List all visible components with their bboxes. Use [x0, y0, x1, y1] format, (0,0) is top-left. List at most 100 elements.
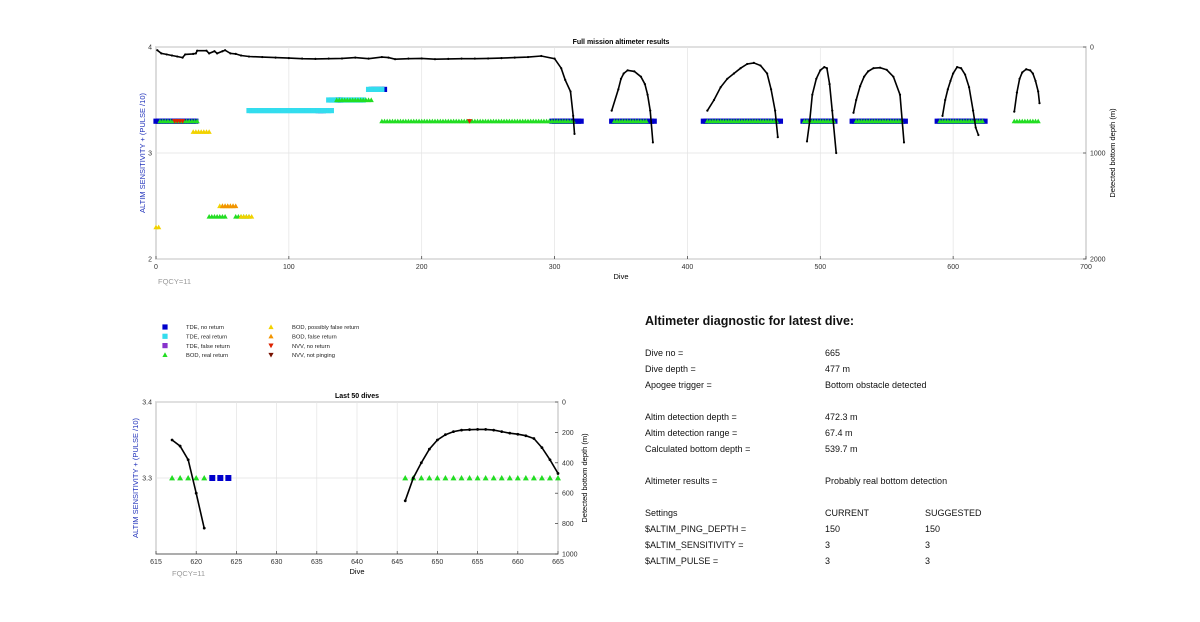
depth-point [867, 70, 870, 73]
data-marker [1035, 118, 1041, 124]
legend-label: BOD, real return [186, 353, 228, 359]
y2-tick-label: 0 [1090, 45, 1094, 52]
data-marker [272, 108, 279, 114]
depth-line [806, 66, 837, 154]
settings-header-row: Settings CURRENT SUGGESTED [645, 508, 1165, 524]
det-depth-value: 472.3 m [825, 412, 858, 422]
results-row: Altimeter results = Probably real bottom… [645, 476, 1165, 492]
sensitivity-row: $ALTIM_SENSITIVITY = 3 3 [645, 540, 1165, 556]
depth-point [855, 98, 858, 102]
pulse-suggested: 3 [925, 556, 931, 566]
data-marker [700, 118, 706, 124]
depth-line [404, 428, 559, 502]
data-marker [609, 118, 615, 124]
data-marker [259, 108, 265, 114]
x-tick-label: 100 [283, 264, 295, 271]
top-depth-lines [156, 49, 1041, 155]
depth-point [213, 50, 216, 53]
legend-label: BOD, false return [292, 335, 337, 341]
data-marker [979, 118, 985, 124]
data-marker [651, 118, 657, 124]
data-marker [296, 108, 303, 114]
depth-point [610, 109, 613, 112]
depth-point [941, 114, 944, 117]
dive-depth-row: Dive depth = 477 m [645, 364, 1165, 380]
top-fqcy-note: FQCY=11 [158, 277, 191, 286]
depth-point [878, 66, 882, 69]
depth-point [460, 428, 463, 432]
data-marker [575, 118, 582, 124]
y-tick-label: 3.4 [142, 400, 152, 407]
ping-depth-suggested: 150 [925, 524, 941, 534]
depth-point [194, 491, 198, 495]
legend-label: NVV, not pinging [292, 353, 335, 359]
depth-point [532, 437, 536, 440]
depth-point [367, 57, 370, 60]
top-y-label: ALTIM SENSITIVITY + (PULSE /10) [138, 93, 147, 213]
x-tick-label: 0 [154, 264, 158, 271]
depth-point [732, 72, 736, 75]
depth-point [548, 458, 552, 462]
depth-point [556, 472, 560, 475]
data-marker [474, 475, 481, 481]
x-tick-label: 630 [271, 559, 283, 566]
depth-point [436, 438, 439, 442]
data-marker [320, 108, 326, 114]
data-marker [217, 475, 224, 481]
depth-point [739, 67, 742, 70]
depth-point [752, 61, 755, 64]
depth-point [852, 111, 855, 114]
data-marker [278, 108, 284, 114]
depth-point [859, 85, 862, 88]
top-markers [153, 86, 1041, 230]
data-marker [368, 86, 374, 92]
y-tick-label: 2 [148, 257, 152, 264]
bottom-x-ticks: 615 620 625 630 635 640 645 650 655 660 665 [150, 551, 564, 566]
data-marker [257, 108, 263, 114]
bottom-fqcy-note: FQCY=11 [172, 569, 205, 578]
data-marker [538, 475, 545, 481]
depth-point [184, 53, 187, 56]
depth-point [977, 133, 980, 137]
data-marker [381, 86, 388, 92]
data-marker [328, 108, 334, 114]
pulse-row: $ALTIM_PULSE = 3 3 [645, 556, 1165, 572]
depth-point [770, 88, 773, 91]
depth-point [1029, 69, 1032, 72]
results-value: Probably real bottom detection [825, 476, 948, 486]
data-marker [555, 475, 561, 481]
data-marker [262, 108, 268, 114]
depth-point [247, 55, 251, 58]
data-marker [426, 475, 433, 481]
data-marker [270, 108, 276, 114]
y2-tick-label: 400 [562, 460, 574, 467]
bottom-x-label: Dive [349, 567, 364, 576]
depth-point [952, 72, 955, 75]
y2-tick-label: 600 [562, 491, 574, 498]
data-marker [312, 108, 319, 114]
depth-point [1018, 77, 1021, 80]
data-marker [206, 129, 212, 134]
data-marker [179, 119, 186, 124]
data-marker [466, 119, 473, 124]
depth-point [487, 57, 490, 60]
depth-point [949, 79, 952, 83]
data-marker [318, 108, 324, 114]
depth-point [898, 93, 902, 96]
data-marker [646, 118, 652, 124]
depth-point [500, 430, 504, 434]
top-x-label: Dive [613, 272, 628, 281]
legend-marker [268, 343, 274, 349]
x-tick-label: 665 [552, 559, 564, 566]
legend: TDE, no return TDE, real return TDE, false… [162, 324, 359, 359]
y-tick-label: 3 [148, 151, 152, 158]
y2-tick-label: 1000 [562, 552, 578, 559]
suggested-header: SUGGESTED [925, 508, 982, 518]
ping-depth-label: $ALTIM_PING_DEPTH = [645, 524, 747, 534]
depth-point [831, 109, 834, 112]
legend-label: NVV, no return [292, 344, 330, 350]
x-tick-label: 500 [814, 264, 826, 271]
depth-point [776, 136, 779, 139]
top-chart-title: Full mission altimeter results [573, 39, 670, 46]
x-tick-label: 200 [416, 264, 428, 271]
